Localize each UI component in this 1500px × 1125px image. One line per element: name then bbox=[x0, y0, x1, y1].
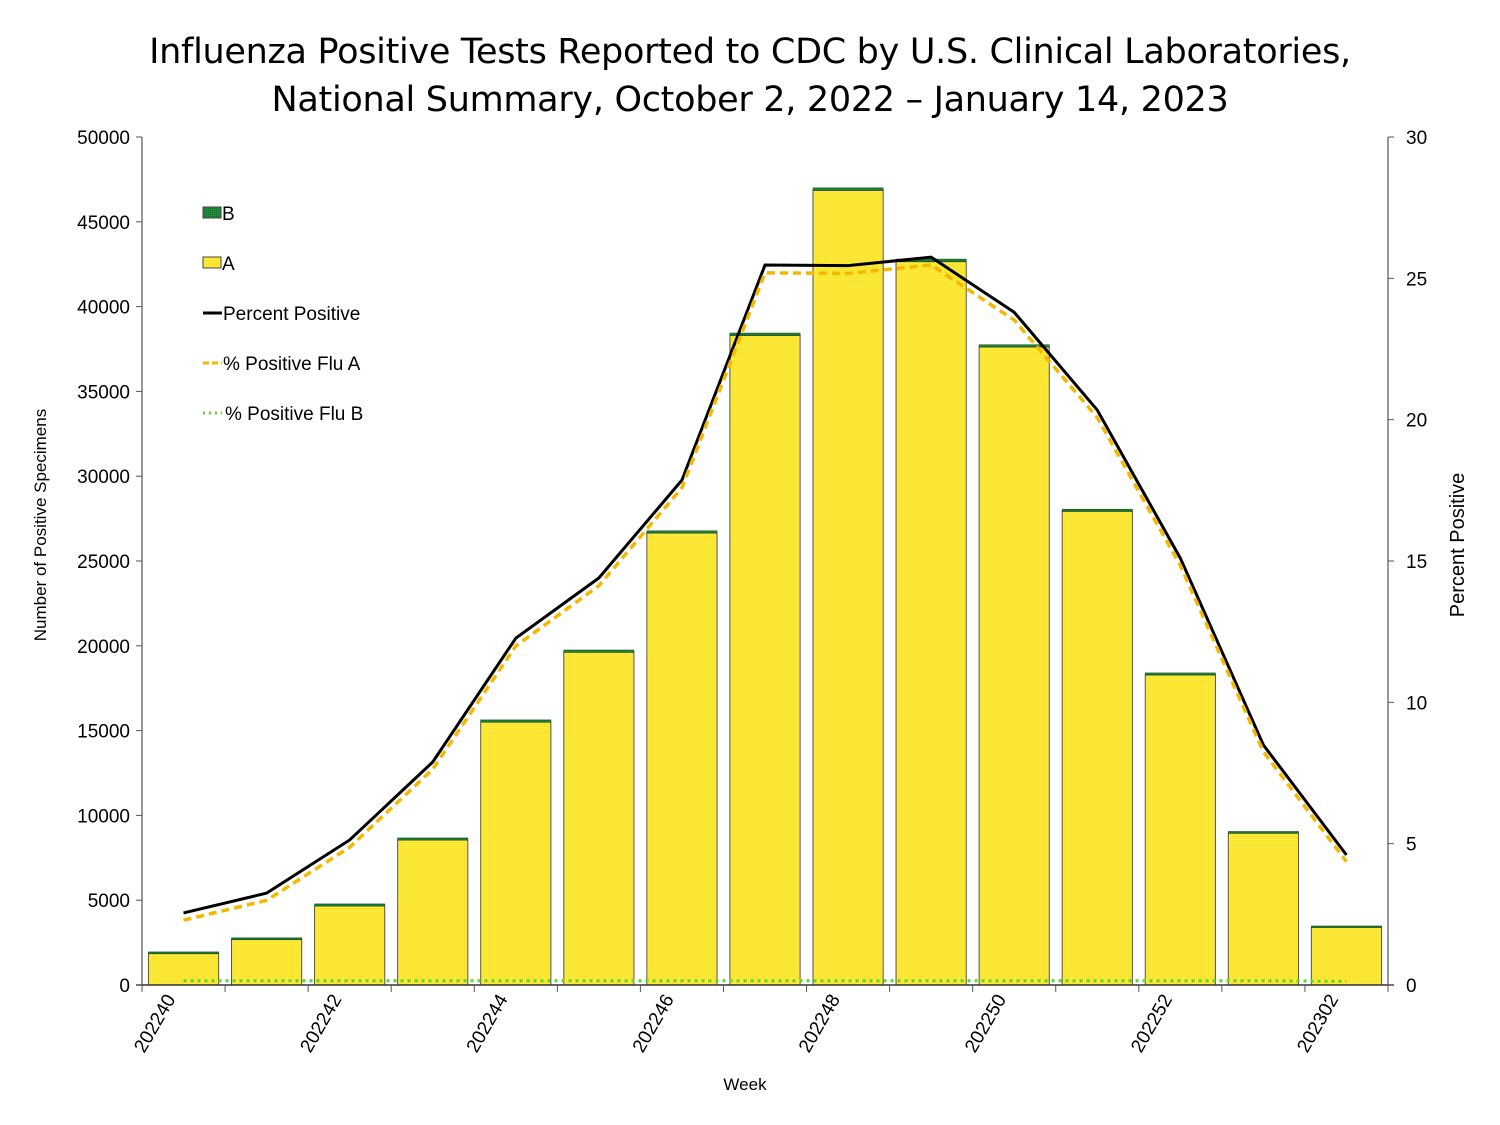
y-tick-label-right: 30 bbox=[1406, 128, 1427, 149]
bar-a-202251 bbox=[1061, 510, 1133, 986]
y-axis-title-right: Percent Positive bbox=[1447, 473, 1469, 618]
chart-title: Influenza Positive Tests Reported to CDC… bbox=[0, 28, 1500, 124]
bar-b-202241 bbox=[231, 937, 302, 940]
line-positive-flu-b bbox=[183, 979, 1347, 983]
bar-a-202252 bbox=[1144, 674, 1216, 986]
bar-b-202252 bbox=[1144, 672, 1216, 676]
bar-a-202245 bbox=[563, 651, 635, 986]
y-tick-label-left: 35000 bbox=[77, 382, 130, 403]
bar-a-202244 bbox=[480, 721, 552, 986]
bar-a-202248 bbox=[812, 189, 884, 986]
bar-a-202240 bbox=[147, 953, 220, 986]
y-tick-label-right: 5 bbox=[1406, 835, 1417, 856]
y-tick-label-left: 20000 bbox=[77, 637, 130, 658]
x-tick-label: 202252 bbox=[1127, 991, 1177, 1056]
x-tick-label: 202240 bbox=[130, 991, 180, 1056]
bar-b-202244 bbox=[480, 719, 552, 723]
legend-item: % Positive Flu A bbox=[203, 354, 361, 375]
x-tick-label: 202250 bbox=[961, 991, 1011, 1056]
bar-a-202302 bbox=[1310, 926, 1383, 986]
legend-swatch-a bbox=[202, 256, 222, 269]
bar-a-202243 bbox=[397, 839, 469, 986]
y-tick-label-left: 40000 bbox=[77, 298, 130, 319]
line-positive-flu-a bbox=[183, 263, 1348, 922]
legend-swatch-b bbox=[202, 206, 222, 219]
y-tick-label-right: 15 bbox=[1406, 552, 1427, 573]
x-tick-label: 202248 bbox=[795, 991, 845, 1056]
bar-a-202249 bbox=[895, 261, 967, 986]
bars-layer bbox=[147, 187, 1383, 986]
legend-label: A bbox=[222, 254, 235, 275]
bar-b-202245 bbox=[563, 649, 635, 653]
bar-b-202240 bbox=[148, 951, 219, 954]
bar-b-202301 bbox=[1228, 831, 1299, 834]
line-percent-positive bbox=[183, 255, 1348, 915]
bar-a-202247 bbox=[729, 334, 801, 986]
y-tick-label-right: 25 bbox=[1406, 269, 1427, 290]
bar-b-202247 bbox=[729, 332, 801, 336]
bar-b-202246 bbox=[646, 530, 718, 534]
legend-item: Percent Positive bbox=[203, 304, 360, 325]
lines-layer bbox=[183, 255, 1348, 983]
bar-b-202243 bbox=[397, 837, 469, 841]
y-tick-label-left: 30000 bbox=[77, 467, 130, 488]
y-axis-title-left: Number of Positive Specimens bbox=[31, 409, 50, 641]
bar-b-202251 bbox=[1061, 508, 1133, 512]
x-tick-label: 202244 bbox=[463, 991, 513, 1057]
y-tick-label-left: 5000 bbox=[88, 891, 130, 912]
bar-a-202301 bbox=[1227, 832, 1299, 986]
bar-b-202302 bbox=[1311, 925, 1382, 928]
x-axis-title: Week bbox=[723, 1075, 767, 1094]
y-tick-label-left: 15000 bbox=[77, 722, 130, 743]
chart-title-line-2: National Summary, October 2, 2022 – Janu… bbox=[271, 80, 1229, 120]
y-tick-label-left: 25000 bbox=[77, 552, 130, 573]
legend-label: B bbox=[222, 204, 235, 225]
bar-b-202242 bbox=[314, 903, 386, 907]
legend-item: A bbox=[202, 254, 235, 275]
y-tick-label-left: 50000 bbox=[77, 128, 130, 149]
y-tick-label-right: 20 bbox=[1406, 411, 1427, 432]
y-tick-label-left: 10000 bbox=[77, 806, 130, 827]
y-tick-label-left: 0 bbox=[119, 976, 130, 997]
legend: B A Percent Positive % Positive Flu A % Posi… bbox=[202, 204, 363, 425]
chart-title-line-1: Influenza Positive Tests Reported to CDC… bbox=[149, 32, 1351, 72]
legend-label: % Positive Flu A bbox=[223, 354, 361, 375]
y-tick-label-left: 45000 bbox=[77, 213, 130, 234]
bar-b-202250 bbox=[978, 344, 1050, 348]
x-tick-label: 202302 bbox=[1293, 991, 1343, 1056]
bar-a-202242 bbox=[314, 905, 386, 986]
bar-a-202246 bbox=[646, 532, 718, 986]
legend-label: % Positive Flu B bbox=[225, 404, 363, 425]
bar-b-202248 bbox=[812, 187, 884, 191]
bar-a-202250 bbox=[978, 346, 1050, 986]
x-tick-label: 202246 bbox=[629, 991, 679, 1056]
legend-item: B bbox=[202, 204, 235, 225]
bar-a-202241 bbox=[231, 939, 303, 986]
x-tick-label: 202242 bbox=[297, 991, 347, 1056]
y-tick-label-right: 10 bbox=[1406, 693, 1427, 714]
legend-item: % Positive Flu B bbox=[203, 404, 363, 425]
legend-label: Percent Positive bbox=[223, 304, 360, 325]
y-tick-label-right: 0 bbox=[1406, 976, 1417, 997]
